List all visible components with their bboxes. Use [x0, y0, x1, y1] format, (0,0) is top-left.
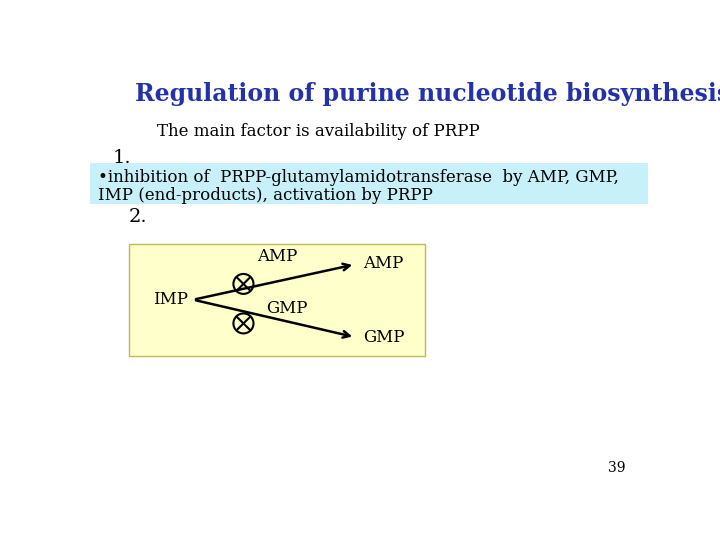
FancyBboxPatch shape: [90, 163, 648, 204]
Text: GMP: GMP: [266, 300, 307, 316]
Text: 1.: 1.: [112, 150, 131, 167]
Text: AMP: AMP: [364, 255, 404, 272]
Text: AMP: AMP: [257, 248, 297, 265]
FancyBboxPatch shape: [129, 244, 425, 356]
Text: The main factor is availability of PRPP: The main factor is availability of PRPP: [157, 123, 480, 140]
Text: IMP: IMP: [153, 291, 189, 308]
Text: 2.: 2.: [129, 207, 148, 226]
Text: IMP (end-products), activation by PRPP: IMP (end-products), activation by PRPP: [99, 187, 433, 204]
Text: GMP: GMP: [364, 329, 405, 346]
Text: Regulation of purine nucleotide biosynthesis: Regulation of purine nucleotide biosynth…: [135, 82, 720, 106]
Text: •inhibition of  PRPP-glutamylamidotransferase  by AMP, GMP,: •inhibition of PRPP-glutamylamidotransfe…: [99, 170, 619, 186]
Text: 39: 39: [608, 461, 626, 475]
